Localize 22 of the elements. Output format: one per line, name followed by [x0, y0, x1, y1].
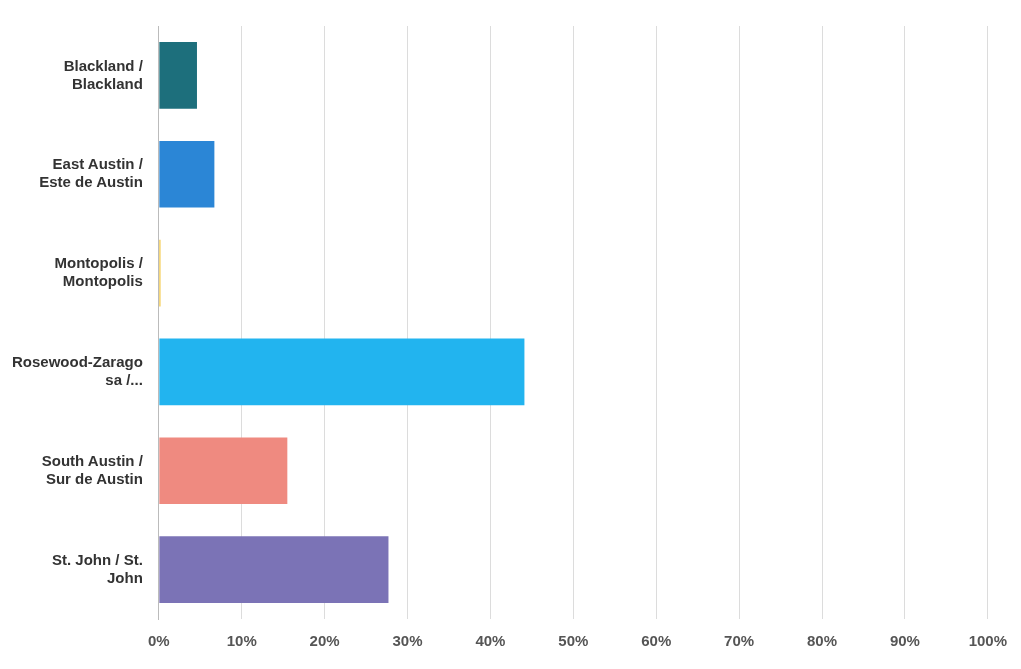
bar [159, 140, 215, 208]
bar [159, 338, 525, 406]
bar [159, 42, 197, 109]
bar [159, 437, 288, 505]
x-tick-label: 0% [148, 632, 170, 650]
x-tick-label: 30% [392, 632, 423, 650]
y-tick-label: Blackland / Blackland [63, 56, 144, 92]
x-tick-label: 20% [309, 632, 340, 650]
y-tick-label: St. John / St. John [52, 550, 143, 586]
x-tick-label: 10% [226, 632, 257, 650]
x-tick-label: 50% [558, 632, 589, 650]
x-tick-label: 90% [889, 632, 920, 650]
x-tick-label: 70% [724, 632, 755, 650]
y-tick-label: East Austin / Este de Austin [39, 155, 144, 191]
x-tick-label: 100% [968, 632, 1008, 650]
x-tick-label: 60% [641, 632, 672, 650]
y-tick-label: South Austin / Sur de Austin [41, 451, 144, 487]
x-tick-label: 80% [807, 632, 838, 650]
bar [159, 536, 389, 603]
x-tick-label: 40% [475, 632, 506, 650]
y-tick-label: Montopolis / Montopolis [54, 254, 144, 290]
y-tick-label: Rosewood-Zaragosa /... [12, 353, 143, 389]
